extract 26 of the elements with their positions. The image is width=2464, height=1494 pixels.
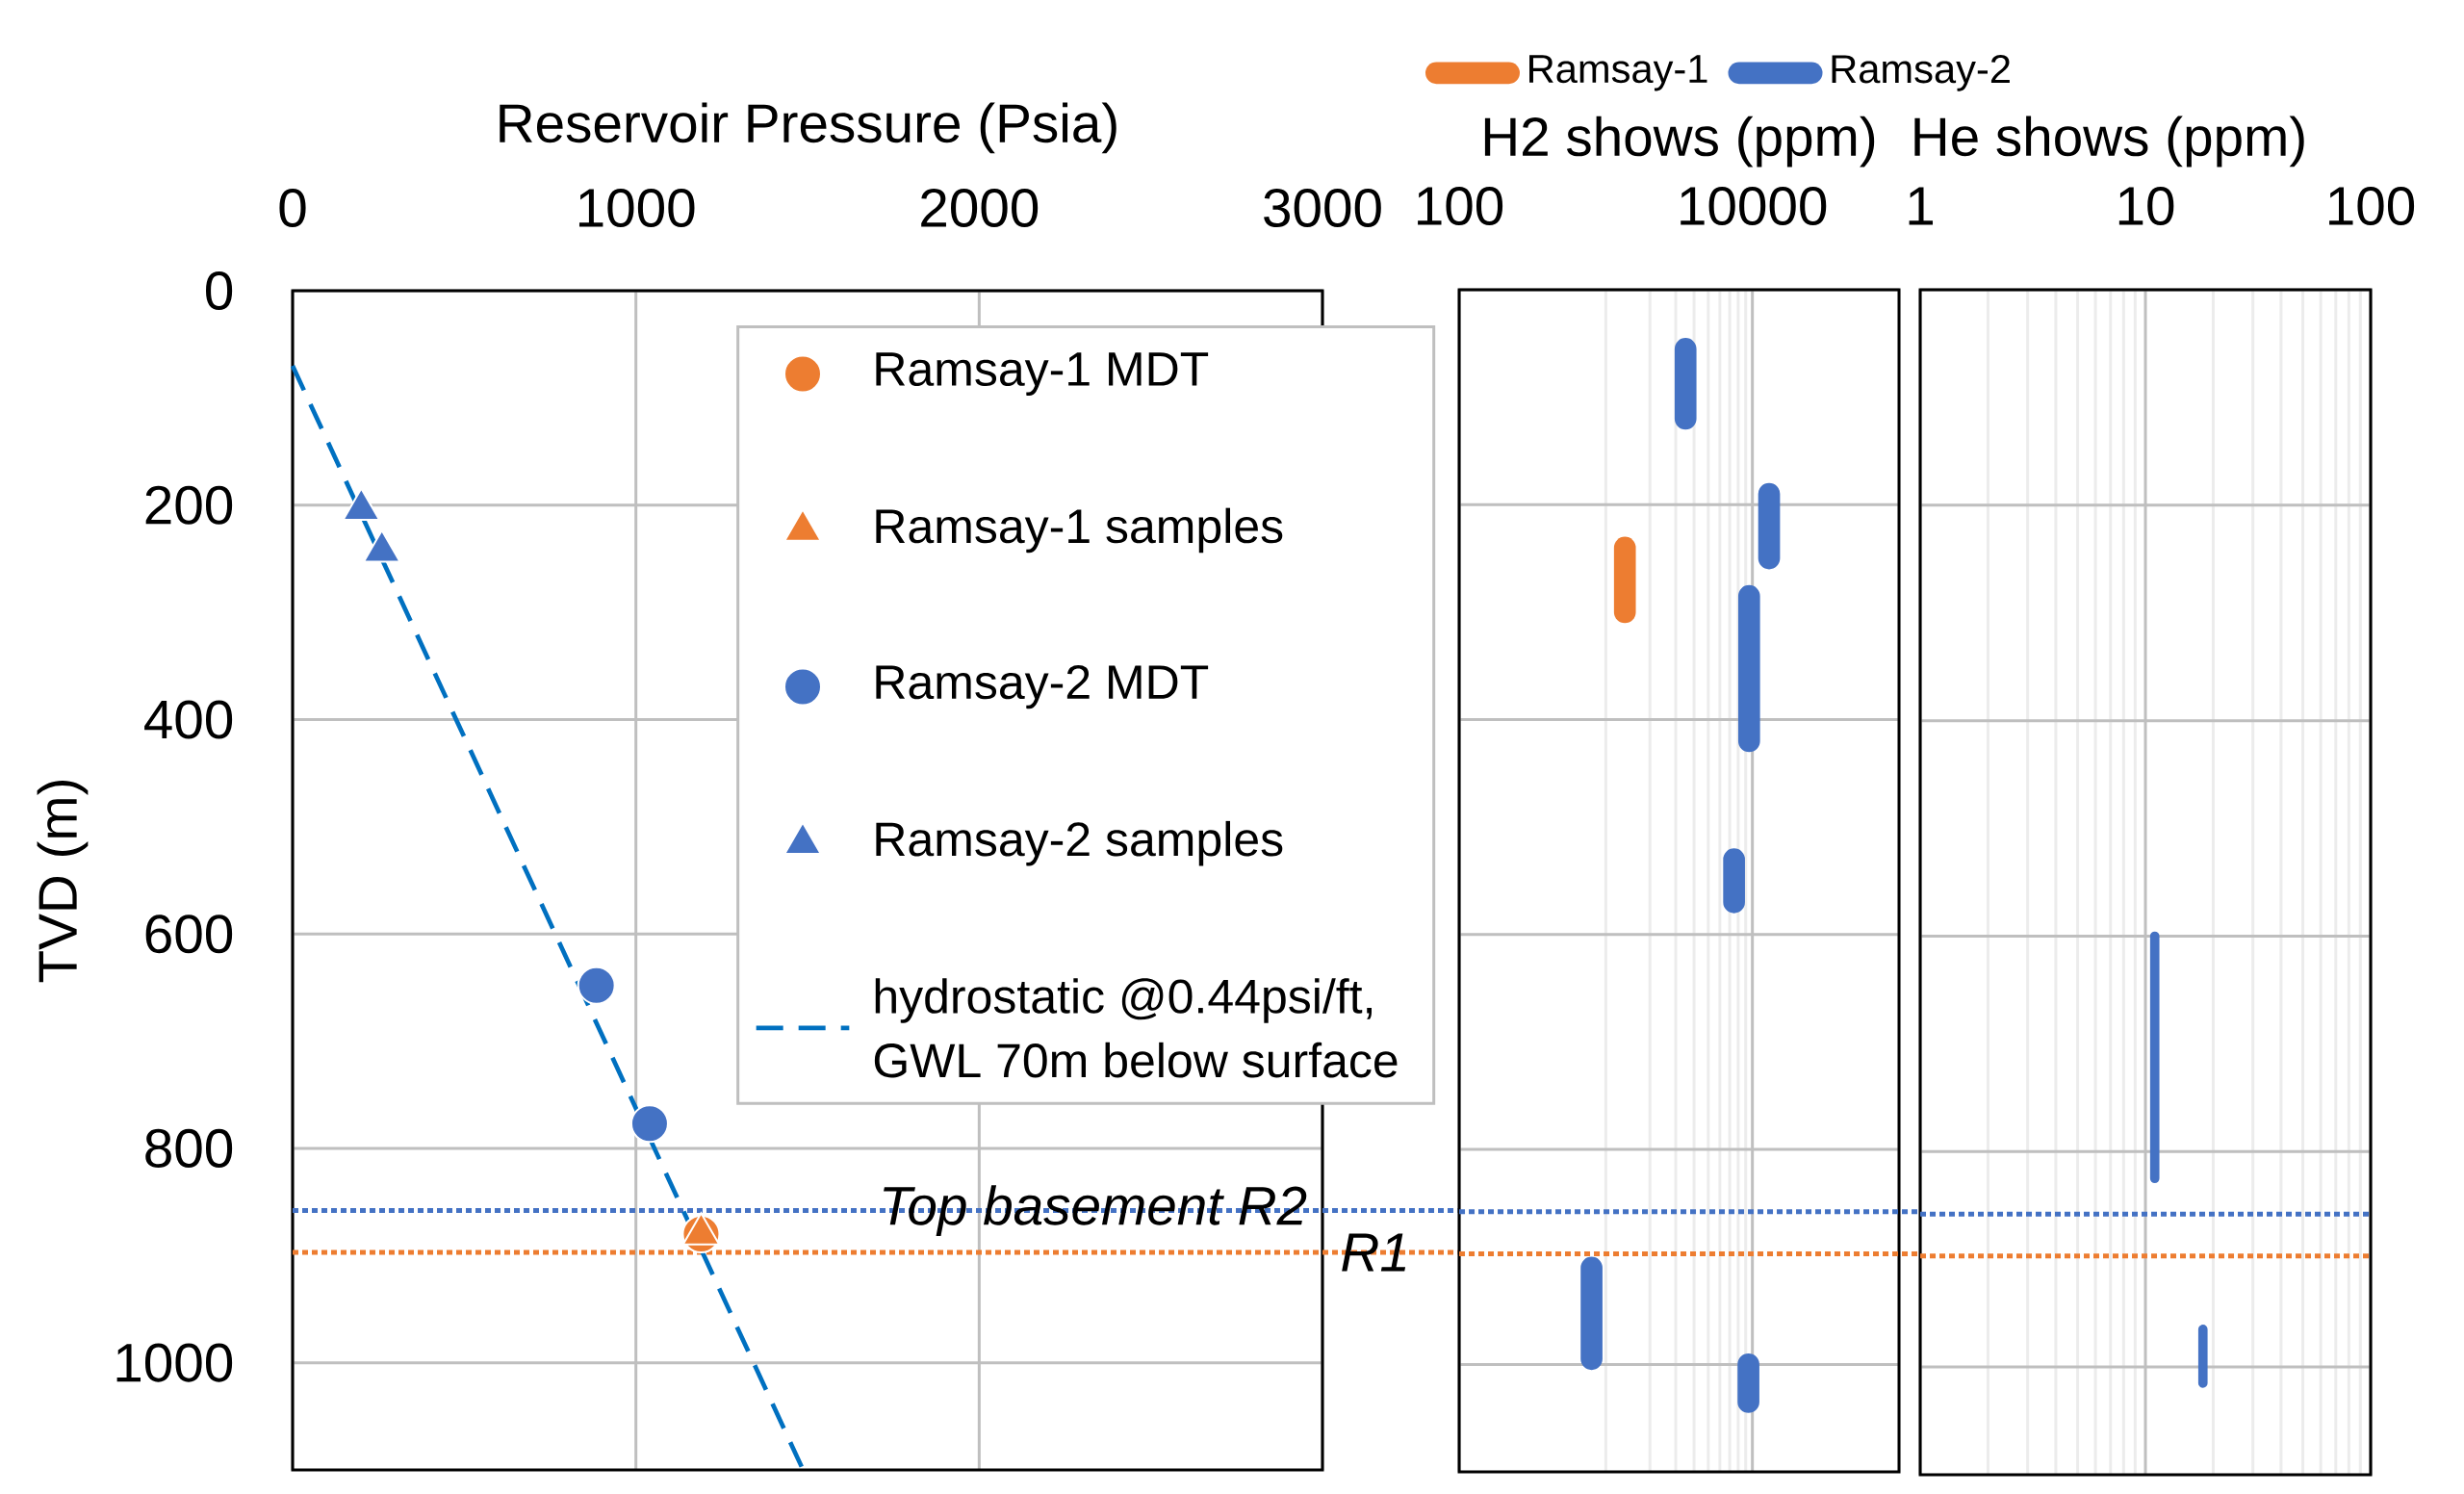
x-axis-title: Reservoir Pressure (Psia)	[500, 102, 1116, 154]
y-axis-title: TVD (m)	[37, 781, 89, 983]
x-tick-label: 1000	[578, 188, 695, 228]
legend-label: Ramsay-1	[1529, 55, 1707, 91]
legend-label: Ramsay-1 samples	[876, 507, 1283, 554]
x-axis-title: He shows (ppm)	[1914, 116, 2304, 167]
legend-label: hydrostatic @0.44psi/ft, GWL 70m below surface	[874, 978, 1398, 1078]
x-tick-label: 100	[1418, 186, 1503, 226]
legend-label: Ramsay-2 MDT	[876, 664, 1209, 709]
legend-label: Ramsay-2 samples	[876, 820, 1283, 866]
x-tick-label: 10	[2118, 186, 2174, 226]
y-tick-label: 1000	[116, 1343, 233, 1382]
x-tick-label: 10000	[1681, 186, 1827, 226]
y-tick-label: 400	[144, 700, 233, 739]
y-tick-label: 800	[145, 1128, 233, 1168]
x-tick-label: 3000	[1264, 188, 1381, 228]
legend-label: Ramsay-1 MDT	[876, 352, 1209, 396]
y-tick-label: 600	[145, 914, 233, 954]
x-tick-label: 2000	[921, 188, 1039, 228]
x-tick-label: 1	[1909, 187, 1934, 225]
y-tick-label: 200	[145, 485, 233, 525]
x-axis-title: H2 shows (ppm)	[1484, 116, 1875, 167]
x-tick-label: 0	[279, 188, 306, 228]
y-tick-label: 0	[206, 270, 233, 311]
legend-label: Ramsay-2	[1832, 54, 2010, 91]
x-tick-label: 100	[2329, 186, 2415, 226]
